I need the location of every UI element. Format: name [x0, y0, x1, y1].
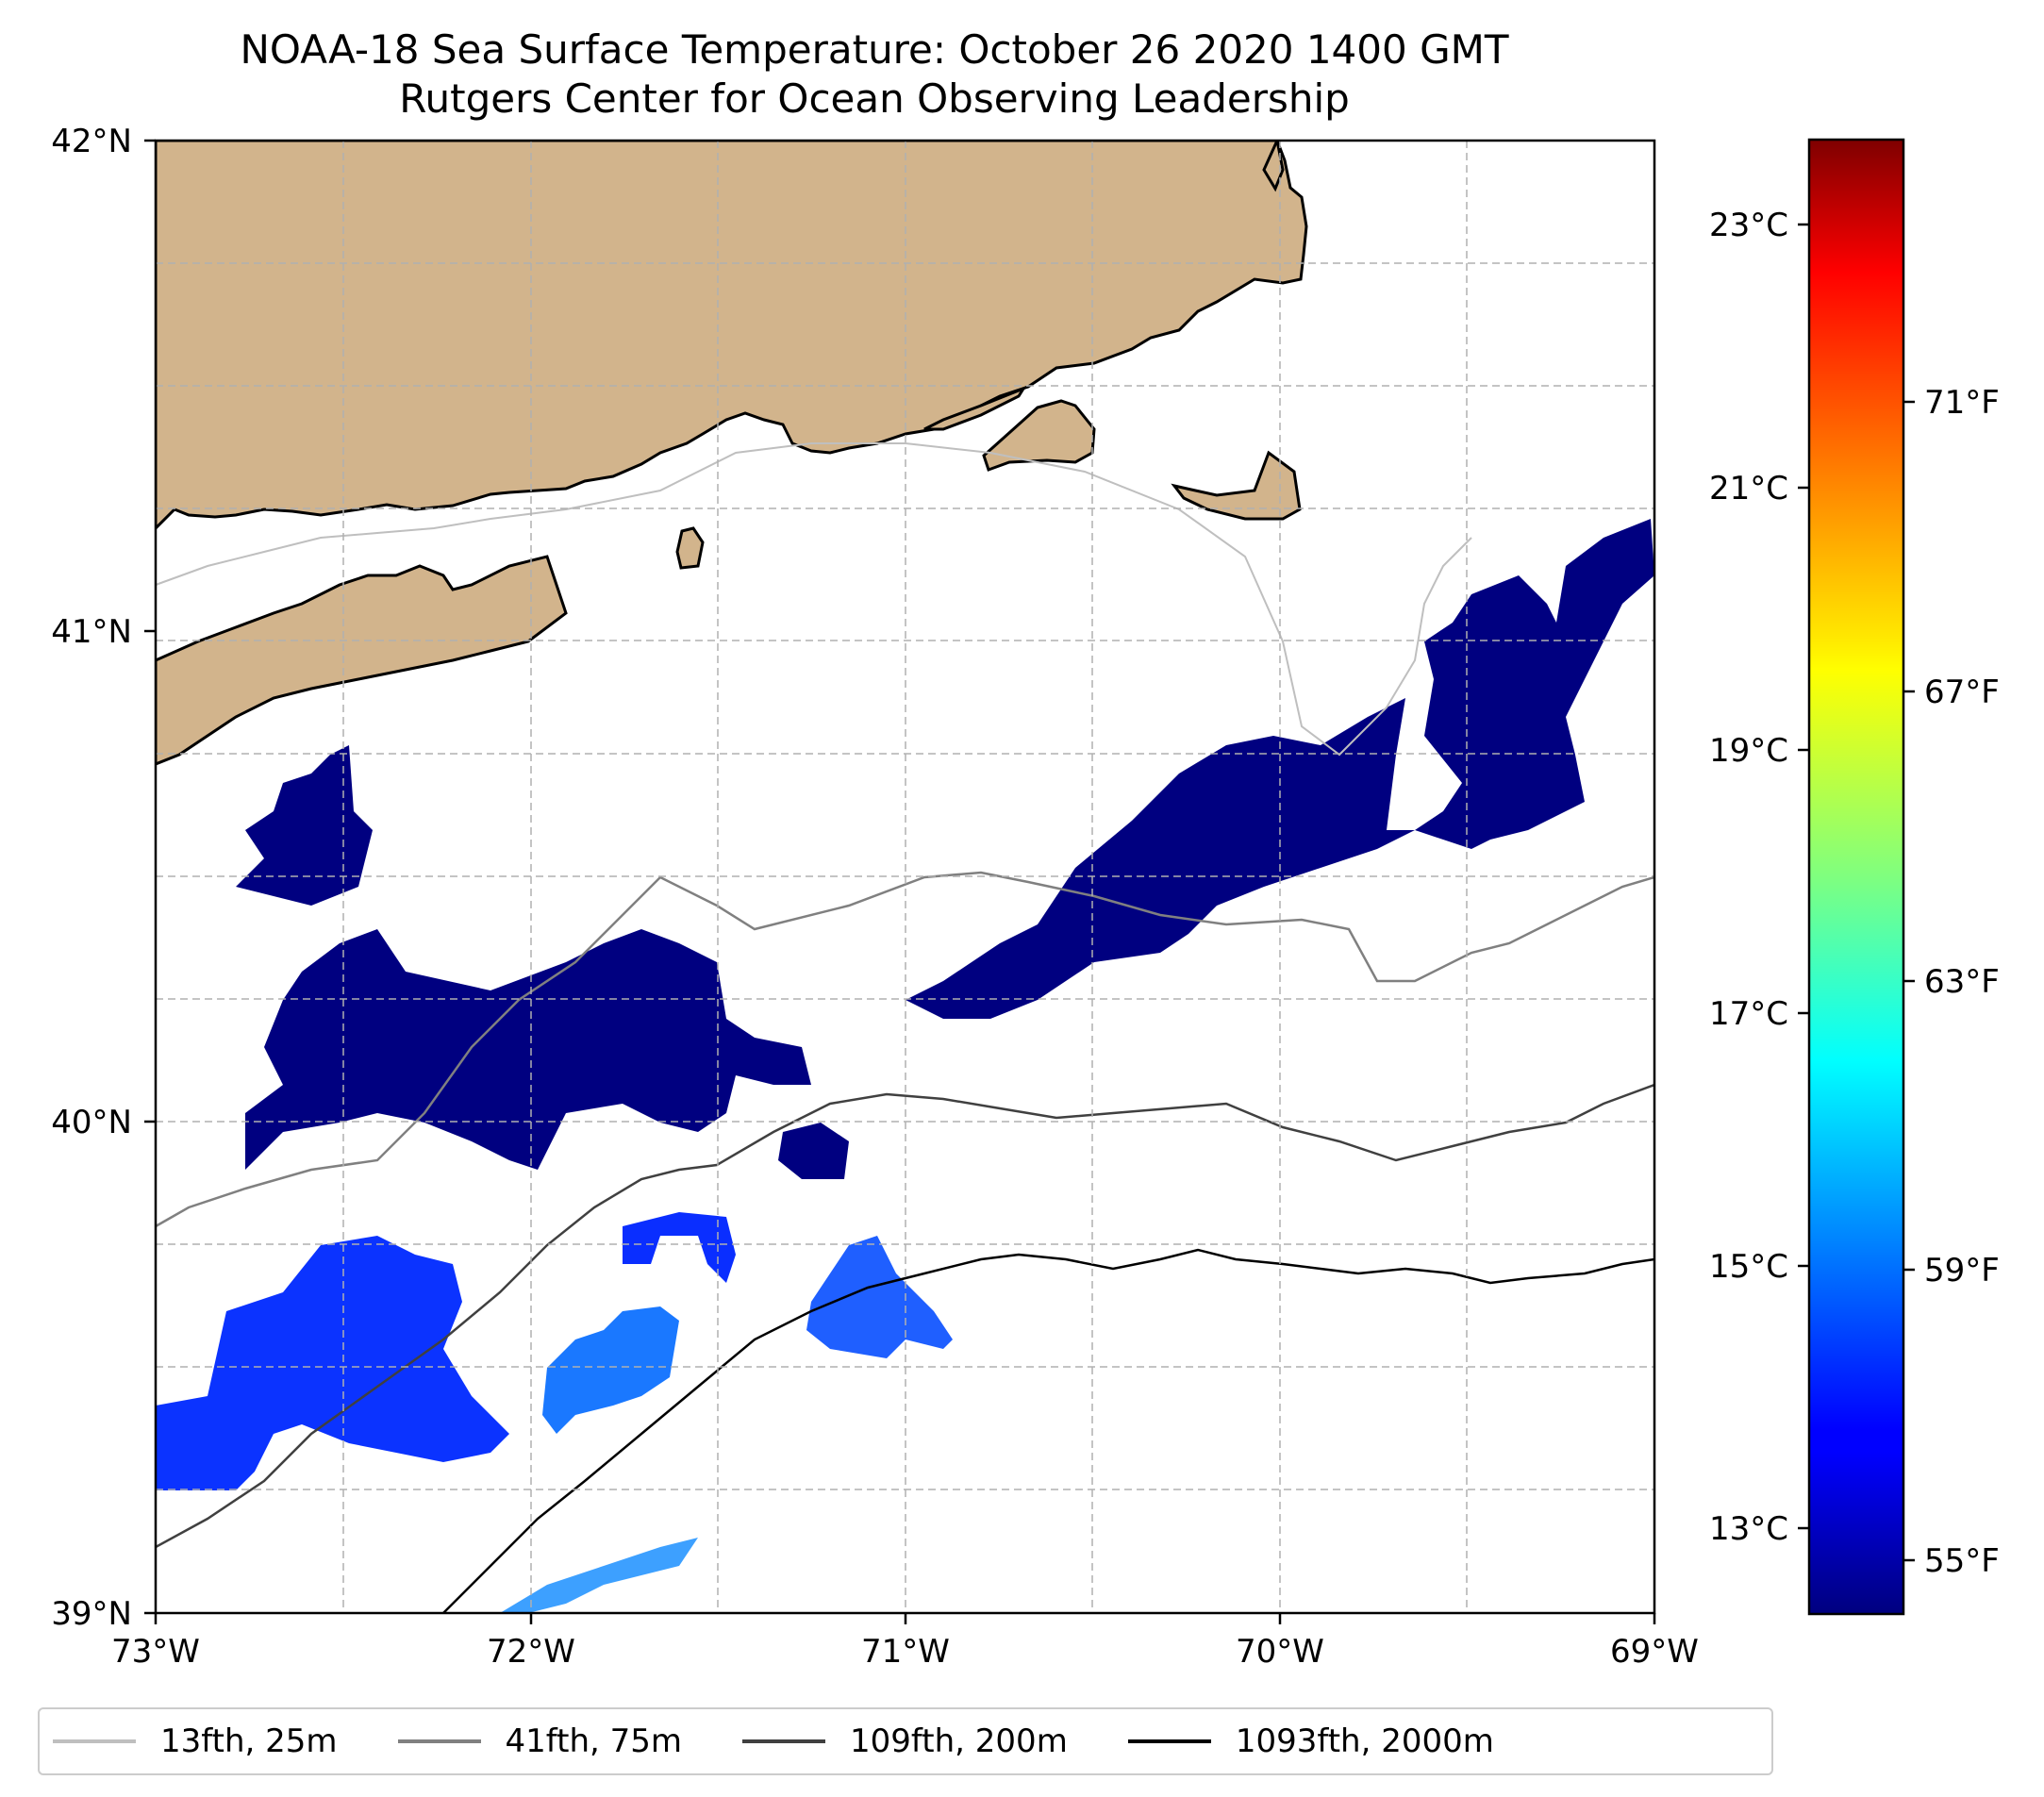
- legend-item-75m: 41fth, 75m: [397, 1722, 683, 1760]
- legend-swatch: [1127, 1739, 1211, 1743]
- lon-tick-label: 70°W: [1236, 1633, 1324, 1671]
- colorbar-fahrenheit-labels: 71°F 67°F 63°F 59°F 55°F: [1924, 384, 2000, 1580]
- lon-tick-label: 73°W: [111, 1633, 200, 1671]
- lon-tick-label: 69°W: [1610, 1633, 1699, 1671]
- sst-patch-mid-shelf-west: [245, 929, 811, 1170]
- contour-200m: [156, 1083, 1654, 1549]
- contour-2000m: [442, 1248, 1654, 1613]
- lon-tick-label: 71°W: [861, 1633, 950, 1671]
- sst-patch-far-south: [500, 1538, 698, 1613]
- map-title: NOAA-18 Sea Surface Temperature: October…: [240, 26, 1509, 73]
- mainland-new-england: [156, 141, 1308, 531]
- legend-swatch: [742, 1739, 826, 1743]
- lat-tick-label: 39°N: [51, 1595, 132, 1633]
- celsius-tick-label: 15°C: [1709, 1248, 1788, 1286]
- celsius-tick-label: 21°C: [1709, 470, 1788, 507]
- sst-patch-small-south: [778, 1123, 849, 1179]
- lon-tick-labels: 73°W 72°W 71°W 70°W 69°W: [111, 1633, 1699, 1671]
- legend-item-2000m: 1093fth, 2000m: [1127, 1722, 1494, 1760]
- lat-tick-labels: 42°N 41°N 40°N 39°N: [51, 123, 132, 1633]
- fahrenheit-tick-label: 63°F: [1924, 963, 2000, 1001]
- celsius-tick-label: 13°C: [1709, 1510, 1788, 1548]
- sst-patch-long-island-shelf: [236, 745, 373, 906]
- long-island: [156, 555, 568, 766]
- legend-label: 109fth, 200m: [850, 1722, 1068, 1760]
- lat-tick-label: 41°N: [51, 613, 132, 651]
- cape-cod: [1262, 141, 1285, 192]
- legend-label: 1093fth, 2000m: [1235, 1722, 1494, 1760]
- lat-tick-label: 40°N: [51, 1104, 132, 1141]
- legend-label: 13fth, 25m: [160, 1722, 338, 1760]
- fahrenheit-tick-label: 67°F: [1924, 674, 2000, 711]
- map-subtitle: Rutgers Center for Ocean Observing Leade…: [399, 75, 1350, 122]
- legend: 13fth, 25m 41fth, 75m 109fth, 200m 1093f…: [38, 1707, 1773, 1775]
- colorbar-celsius-labels: 23°C 21°C 19°C 17°C 15°C 13°C: [1709, 207, 1788, 1548]
- colorbar-gradient: [1807, 138, 1905, 1616]
- legend-item-200m: 109fth, 200m: [742, 1722, 1068, 1760]
- sst-patch-south-center: [542, 1306, 679, 1434]
- axis-ticks: [144, 139, 1656, 1624]
- sst-patch-south-east: [806, 1236, 953, 1358]
- fahrenheit-tick-label: 71°F: [1924, 384, 2000, 422]
- celsius-tick-label: 17°C: [1709, 995, 1788, 1033]
- lon-tick-label: 72°W: [487, 1633, 575, 1671]
- lat-tick-label: 42°N: [51, 123, 132, 160]
- celsius-tick-label: 19°C: [1709, 732, 1788, 770]
- land: [156, 141, 1308, 766]
- gridlines: [156, 141, 1654, 1613]
- legend-item-25m: 13fth, 25m: [53, 1722, 338, 1760]
- legend-label: 41fth, 75m: [505, 1722, 683, 1760]
- colorbar: 23°C 21°C 19°C 17°C 15°C 13°C 71°F 67°F …: [1709, 138, 2000, 1616]
- fahrenheit-tick-label: 59°F: [1924, 1252, 2000, 1290]
- fahrenheit-tick-label: 55°F: [1924, 1542, 2000, 1580]
- celsius-tick-label: 23°C: [1709, 207, 1788, 244]
- contour-25m: [156, 442, 1472, 757]
- legend-swatch: [53, 1739, 136, 1743]
- sst-patch-south-center-ring: [623, 1212, 736, 1283]
- colorbar-ticks: [1798, 223, 1915, 1562]
- nantucket: [1171, 450, 1302, 521]
- legend-swatch: [397, 1739, 481, 1743]
- sst-patch-south-west: [156, 1236, 509, 1490]
- map-area: [156, 141, 1654, 1613]
- elizabeth-islands: [923, 385, 1027, 431]
- block-island: [675, 526, 705, 570]
